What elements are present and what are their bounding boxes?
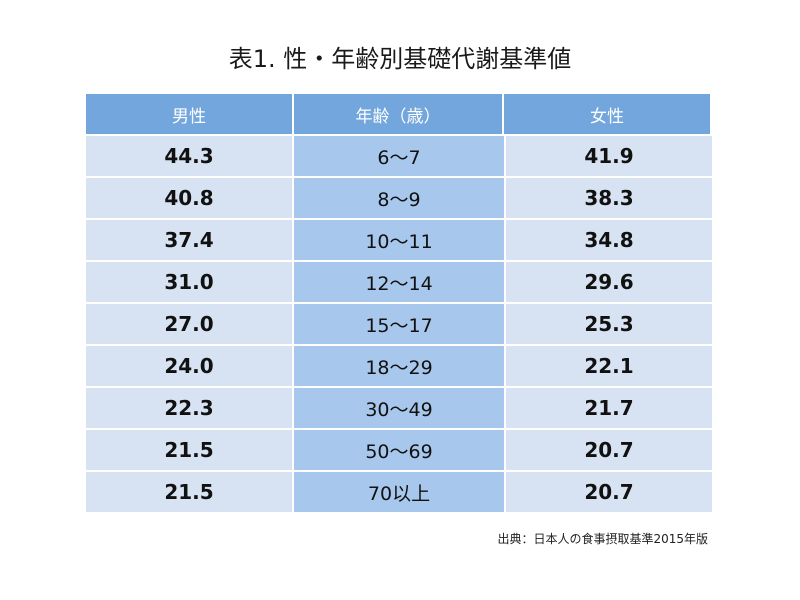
- cell-female: 41.9: [504, 136, 712, 176]
- cell-male: 22.3: [86, 388, 294, 428]
- data-table: 男性 年齢（歳） 女性 44.3 6～7 41.9 40.8 8～9 38.3 37.4 10…: [86, 94, 712, 512]
- cell-female: 29.6: [504, 262, 712, 302]
- chart-title: 表1. 性・年齢別基礎代謝基準値: [228, 45, 572, 73]
- cell-male: 44.3: [86, 136, 294, 176]
- cell-age: 30～49: [294, 388, 504, 428]
- cell-female: 34.8: [504, 220, 712, 260]
- cell-female: 21.7: [504, 388, 712, 428]
- cell-female: 25.3: [504, 304, 712, 344]
- cell-male: 37.4: [86, 220, 294, 260]
- header-age: 年齢（歳）: [294, 94, 504, 134]
- cell-male: 21.5: [86, 472, 294, 512]
- cell-age: 10～11: [294, 220, 504, 260]
- cell-female: 38.3: [504, 178, 712, 218]
- cell-age: 8～9: [294, 178, 504, 218]
- cell-male: 21.5: [86, 430, 294, 470]
- cell-male: 40.8: [86, 178, 294, 218]
- cell-age: 50～69: [294, 430, 504, 470]
- cell-age: 6～7: [294, 136, 504, 176]
- cell-age: 70以上: [294, 472, 504, 512]
- cell-female: 20.7: [504, 472, 712, 512]
- cell-female: 20.7: [504, 430, 712, 470]
- header-female: 女性: [504, 94, 712, 134]
- cell-male: 31.0: [86, 262, 294, 302]
- header-male: 男性: [86, 94, 294, 134]
- cell-age: 15～17: [294, 304, 504, 344]
- cell-female: 22.1: [504, 346, 712, 386]
- cell-age: 12～14: [294, 262, 504, 302]
- cell-male: 27.0: [86, 304, 294, 344]
- source-note: 出典：日本人の食事摂取基準2015年版: [497, 532, 708, 546]
- cell-male: 24.0: [86, 346, 294, 386]
- cell-age: 18～29: [294, 346, 504, 386]
